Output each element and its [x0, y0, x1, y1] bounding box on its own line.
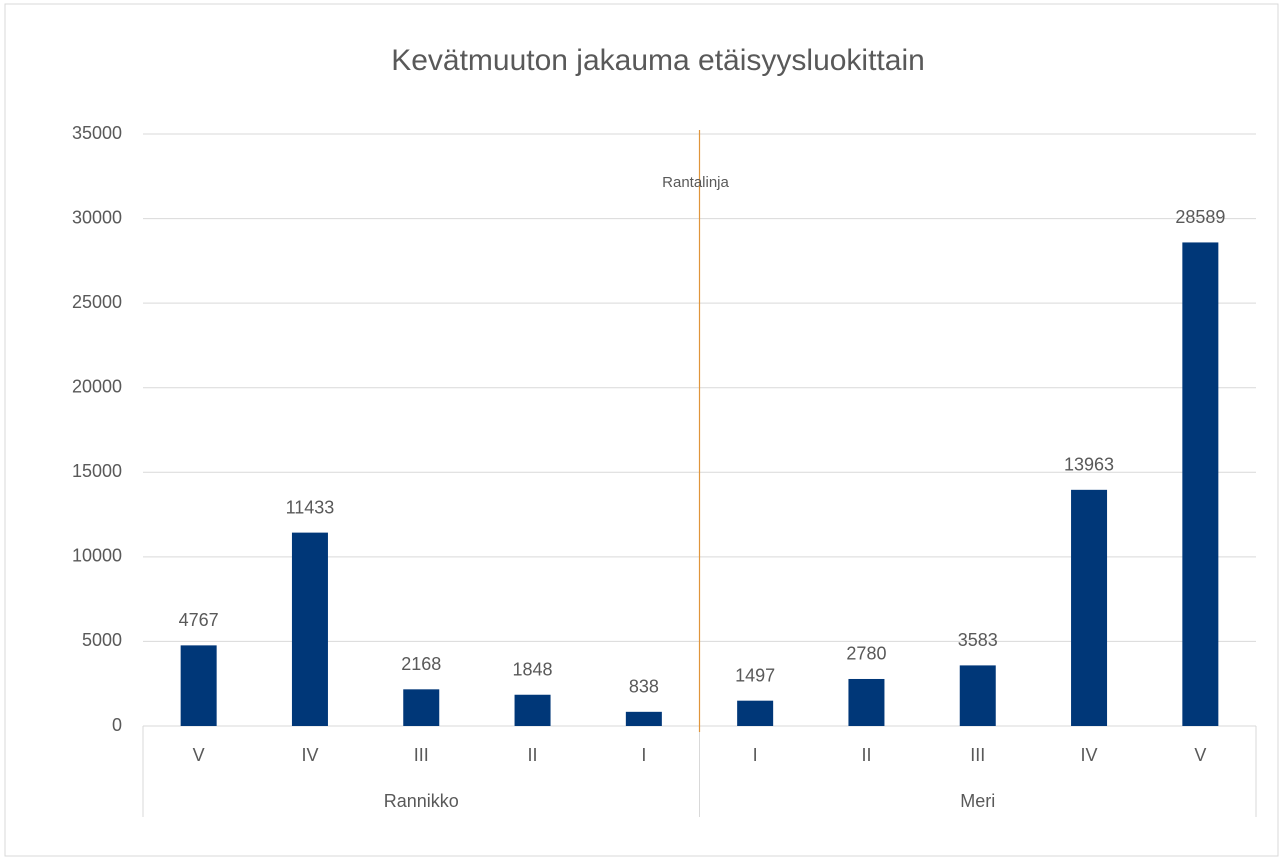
data-label: 4767 — [179, 610, 219, 630]
chart-title: Kevätmuuton jakauma etäisyysluokittain — [391, 44, 925, 77]
data-label: 3583 — [958, 630, 998, 650]
x-tick-label: III — [414, 745, 429, 765]
y-tick-label: 25000 — [72, 292, 122, 312]
x-tick-label: II — [528, 745, 538, 765]
bar — [1071, 489, 1108, 726]
x-tick-label: I — [753, 745, 758, 765]
y-tick-label: 35000 — [72, 123, 122, 143]
y-tick-label: 15000 — [72, 461, 122, 481]
y-tick-label: 30000 — [72, 207, 122, 227]
x-tick-label: IV — [1081, 745, 1098, 765]
y-tick-label: 20000 — [72, 376, 122, 396]
data-label: 1848 — [513, 659, 553, 679]
bar — [291, 532, 328, 726]
data-label: 28589 — [1175, 207, 1225, 227]
y-tick-label: 5000 — [82, 630, 122, 650]
bar — [737, 700, 774, 726]
data-label: 11433 — [286, 497, 335, 517]
bar — [514, 694, 551, 726]
bar — [625, 711, 662, 726]
x-tick-label: V — [193, 745, 205, 765]
chart-frame — [4, 3, 1279, 857]
data-label: 838 — [629, 677, 659, 697]
x-tick-label: II — [861, 745, 871, 765]
x-tick-label: V — [1194, 745, 1206, 765]
data-label: 1497 — [735, 665, 775, 685]
x-tick-label: III — [970, 745, 985, 765]
y-tick-label: 0 — [112, 715, 122, 735]
group-label: Rannikko — [384, 791, 459, 811]
bar — [848, 678, 885, 726]
data-label: 2780 — [846, 644, 886, 664]
bar — [403, 689, 440, 726]
y-tick-label: 10000 — [72, 546, 122, 566]
x-tick-label: I — [641, 745, 646, 765]
bar — [180, 645, 217, 726]
annotation: Rantalinja — [662, 174, 729, 191]
data-label: 13963 — [1064, 455, 1114, 475]
bar — [1182, 242, 1219, 726]
data-label: 2168 — [401, 654, 441, 674]
bar — [959, 665, 996, 726]
x-tick-label: IV — [301, 745, 318, 765]
group-label: Meri — [960, 791, 995, 811]
